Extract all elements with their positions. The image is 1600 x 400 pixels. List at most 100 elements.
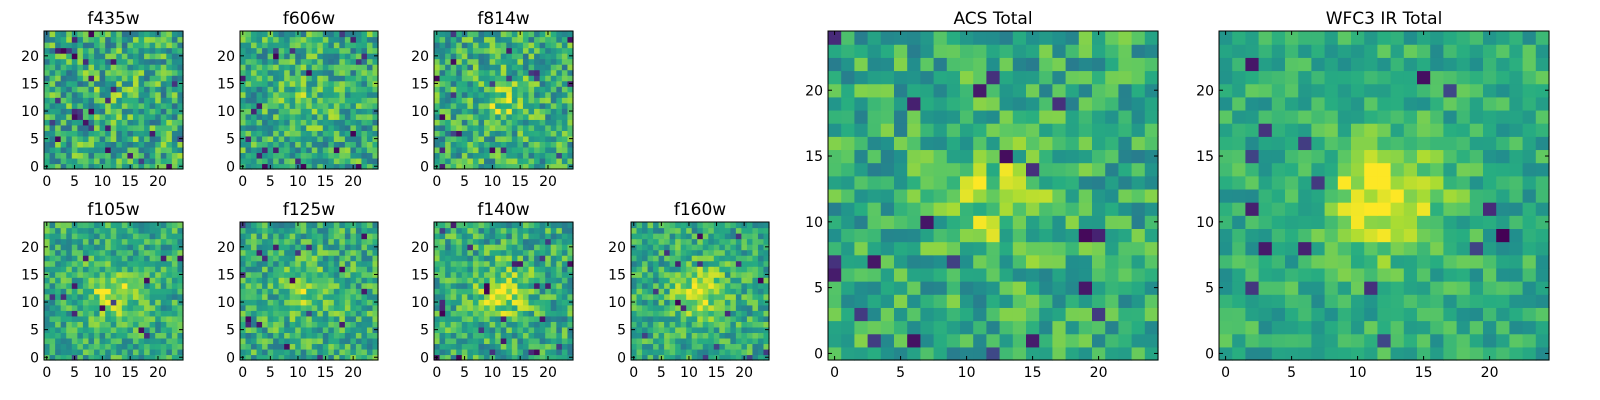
heatmap-cell: [99, 315, 106, 322]
heatmap-cell: [366, 58, 374, 65]
heatmap-cell: [642, 299, 649, 306]
heatmap-cell: [127, 80, 134, 87]
heatmap-cell: [999, 267, 1014, 282]
heatmap-cell: [256, 157, 263, 165]
heatmap-cell: [110, 326, 117, 333]
heatmap-cell: [550, 152, 557, 159]
heatmap-cell: [177, 31, 184, 38]
heatmap-cell: [528, 152, 535, 159]
heatmap-cell: [741, 255, 748, 262]
heatmap-cell: [439, 124, 446, 131]
heatmap-cell: [556, 130, 563, 137]
heatmap-cell: [300, 102, 307, 109]
heatmap-cell: [278, 282, 285, 289]
heatmap-cell: [528, 119, 535, 126]
heatmap-cell: [973, 281, 987, 295]
heatmap-cell: [278, 163, 285, 170]
heatmap-cell: [149, 108, 156, 115]
heatmap-cell: [752, 233, 759, 240]
heatmap-cell: [724, 288, 731, 295]
heatmap-cell: [467, 36, 474, 43]
heatmap-cell: [149, 53, 156, 60]
heatmap-cell: [489, 113, 496, 120]
heatmap-cell: [339, 80, 346, 87]
heatmap-cell: [445, 304, 452, 311]
heatmap-cell: [478, 157, 485, 165]
heatmap-cell: [702, 227, 709, 234]
heatmap-cell: [171, 58, 179, 65]
heatmap-cell: [867, 228, 882, 243]
heatmap-cell: [262, 42, 269, 49]
heatmap-cell: [960, 162, 974, 177]
heatmap-cell: [55, 97, 62, 104]
heatmap-cell: [284, 47, 291, 54]
heatmap-cell: [680, 249, 687, 256]
heatmap-cell: [289, 113, 296, 120]
heatmap-cell: [155, 58, 162, 65]
heatmap-cell: [511, 288, 518, 295]
heatmap-cell: [680, 315, 687, 322]
heatmap-cell: [240, 141, 247, 148]
heatmap-cell: [116, 332, 123, 339]
heatmap-cell: [517, 124, 524, 131]
heatmap-cell: [653, 244, 660, 251]
heatmap-cell: [177, 348, 184, 356]
heatmap-cell: [528, 260, 535, 267]
heatmap-cell: [680, 222, 687, 229]
heatmap-cell: [366, 304, 374, 311]
heatmap-cell: [366, 227, 374, 234]
heatmap-cell: [88, 348, 95, 356]
heatmap-cell: [489, 130, 496, 137]
heatmap-cell: [77, 260, 84, 267]
heatmap-cell: [284, 288, 291, 295]
axes-frame: [433, 221, 574, 361]
heatmap-cell: [1092, 188, 1106, 203]
heatmap-cell: [472, 222, 480, 229]
heatmap-cell: [653, 233, 660, 240]
heatmap-cell: [71, 233, 78, 240]
heatmap-cell: [511, 299, 518, 306]
heatmap-cell: [110, 146, 117, 154]
heatmap-cell: [691, 260, 698, 267]
heatmap-cell: [251, 282, 258, 289]
heatmap-cell: [88, 157, 95, 165]
heatmap-cell: [99, 304, 106, 311]
heatmap-cell: [278, 152, 285, 159]
heatmap-cell: [355, 53, 363, 60]
heatmap-cell: [467, 97, 474, 104]
heatmap-cell: [489, 146, 496, 154]
heatmap-cell: [361, 321, 368, 328]
heatmap-cell: [372, 58, 379, 65]
heatmap-cell: [697, 238, 704, 245]
heatmap-cell: [472, 315, 480, 322]
heatmap-cell: [311, 42, 318, 49]
heatmap-cell: [155, 343, 162, 350]
heatmap-cell: [472, 31, 480, 38]
heatmap-cell: [71, 58, 78, 65]
heatmap-cell: [132, 321, 140, 328]
heatmap-cell: [631, 304, 638, 311]
heatmap-cell: [757, 222, 765, 229]
y-tick-label: 10: [411, 104, 429, 120]
heatmap-cell: [697, 288, 704, 295]
heatmap-cell: [166, 64, 173, 71]
heatmap-cell: [478, 64, 485, 71]
heatmap-cell: [322, 343, 329, 350]
heatmap-cell: [631, 315, 638, 322]
heatmap-cell: [686, 310, 693, 317]
heatmap-cell: [517, 152, 524, 159]
heatmap-cell: [306, 260, 313, 267]
heatmap-cell: [631, 282, 638, 289]
heatmap-cell: [110, 58, 117, 65]
heatmap-cell: [166, 91, 173, 98]
heatmap-cell: [894, 333, 908, 348]
heatmap-cell: [489, 53, 496, 60]
heatmap-cell: [66, 124, 73, 131]
heatmap-cell: [306, 86, 313, 93]
heatmap-cell: [105, 80, 112, 87]
heatmap-cell: [71, 80, 78, 87]
heatmap-cell: [545, 102, 552, 109]
heatmap-cell: [306, 293, 313, 300]
heatmap-cell: [719, 343, 726, 350]
heatmap-cell: [647, 315, 654, 322]
